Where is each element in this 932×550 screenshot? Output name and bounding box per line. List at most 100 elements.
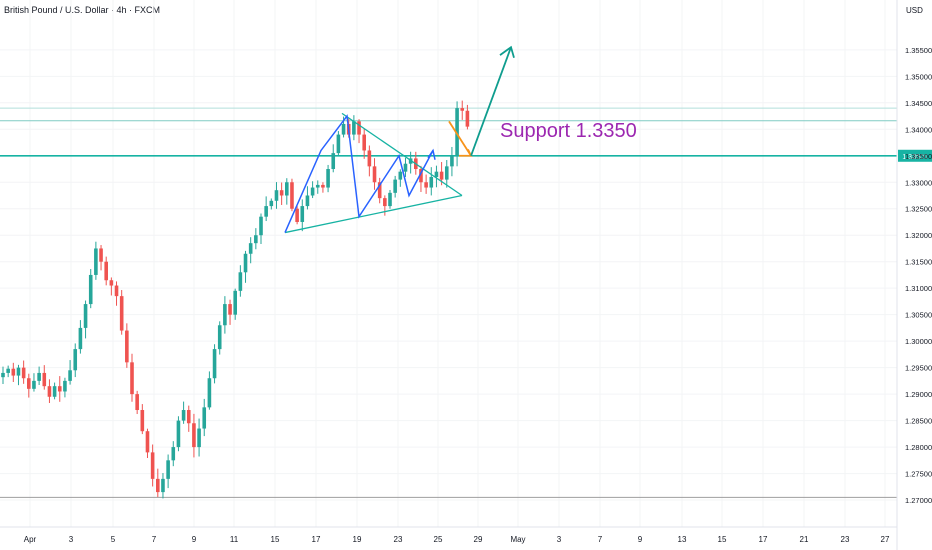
candle-body — [42, 372, 47, 387]
horizontal-levels: 1.33500 — [0, 107, 932, 498]
candle-body — [269, 200, 274, 207]
candle-body — [377, 182, 382, 199]
price-tick-label: 1.35000 — [905, 72, 932, 81]
candle-body — [305, 195, 310, 207]
time-tick-label: 11 — [230, 535, 239, 544]
candle-body — [315, 184, 320, 188]
time-tick-label: 15 — [718, 535, 727, 544]
price-tick-label: 1.35500 — [905, 46, 932, 55]
candle-body — [27, 378, 31, 389]
price-tick-label: 1.32500 — [905, 205, 932, 214]
time-tick-label: 7 — [152, 535, 157, 544]
time-tick-label: 3 — [557, 535, 562, 544]
candle-body — [145, 431, 150, 453]
candle-body — [166, 460, 170, 479]
candle-body — [295, 208, 299, 222]
candle-body — [259, 216, 263, 236]
candle-body — [300, 206, 305, 222]
candle-body — [99, 248, 103, 262]
candle-body — [125, 330, 129, 363]
price-tick-label: 1.29500 — [905, 364, 932, 373]
candle-body — [352, 121, 356, 135]
candle-body — [119, 296, 124, 331]
time-axis: Apr 3 5 7 9 11 15 17 19 23 25 29 May 3 7 9 13 15 17 21 23 27 — [0, 526, 897, 544]
candle-body — [94, 248, 98, 275]
candle-body — [109, 280, 114, 286]
candle-body — [16, 367, 21, 376]
candle-body — [331, 153, 336, 170]
price-tag-label: 1.33500 — [902, 154, 927, 161]
candle-body — [6, 368, 10, 373]
chart-title: British Pound / U.S. Dollar · 4h · FXCM — [4, 5, 161, 15]
candle-body — [161, 478, 165, 493]
candle-body — [290, 182, 294, 209]
candle-body — [465, 110, 470, 127]
time-tick-label: 23 — [394, 535, 403, 544]
zigzag-arrow-head — [427, 148, 436, 160]
candle-body — [383, 198, 387, 207]
candle-body — [88, 274, 93, 305]
candle-body — [460, 108, 465, 111]
time-tick-label: Apr — [24, 535, 37, 544]
candle-body — [21, 367, 26, 379]
candle-body — [264, 206, 268, 217]
candle-body — [367, 150, 372, 167]
wedge-lower-line — [284, 194, 463, 234]
candle-body — [243, 253, 248, 273]
candle-body — [248, 243, 253, 254]
zigzag-pattern-line — [284, 114, 434, 233]
currency-label: USD — [906, 6, 923, 15]
time-tick-label: 27 — [881, 535, 890, 544]
time-tick-label: 5 — [111, 535, 116, 544]
candle-body — [192, 423, 196, 448]
time-tick-label: 19 — [353, 535, 362, 544]
candle-body — [32, 380, 36, 389]
time-tick-label: 17 — [312, 535, 321, 544]
candle-body — [228, 304, 232, 315]
projection-arrow-line — [470, 46, 512, 157]
candle-body — [424, 182, 428, 188]
candle-body — [393, 179, 397, 193]
candle-body — [1, 372, 5, 378]
candle-body — [135, 394, 139, 411]
price-tick-label: 1.27000 — [905, 496, 932, 505]
price-tick-label: 1.34000 — [905, 125, 932, 134]
price-tick-label: 1.34500 — [905, 99, 932, 108]
time-tick-label: 15 — [271, 535, 280, 544]
candle-body — [254, 235, 258, 244]
candle-body — [11, 368, 16, 376]
candle-body — [186, 410, 191, 424]
candle-body — [181, 410, 186, 421]
candle-body — [388, 192, 392, 207]
candle-body — [47, 386, 52, 397]
candle-body — [341, 123, 346, 135]
candle-body — [336, 134, 341, 154]
candle-body — [150, 452, 155, 479]
time-tick-label: 21 — [800, 535, 809, 544]
candle-body — [285, 182, 289, 196]
candle-body — [372, 166, 377, 183]
candle-body — [156, 478, 160, 493]
candle-body — [310, 187, 315, 196]
candle-body — [357, 121, 361, 135]
grid — [0, 0, 897, 527]
time-tick-label: 23 — [841, 535, 850, 544]
price-tick-label: 1.31000 — [905, 284, 932, 293]
candle-body — [212, 349, 217, 379]
price-tag — [898, 149, 932, 162]
candle-body — [238, 272, 243, 291]
price-axis: 1.35500 1.35000 1.34500 1.34000 1.33500 1.330… — [896, 0, 932, 550]
candle-body — [52, 386, 57, 397]
candle-body — [140, 410, 145, 432]
price-tick-label: 1.29000 — [905, 390, 932, 399]
candle-body — [398, 171, 403, 180]
candle-body — [274, 190, 279, 201]
candle-body — [326, 169, 330, 188]
time-tick-label: 13 — [678, 535, 687, 544]
candle-body — [217, 325, 222, 350]
candle-body — [419, 169, 423, 183]
projection-arrow-head — [499, 45, 515, 59]
candle-body — [321, 184, 325, 188]
pullback-arrow-head — [459, 149, 473, 157]
